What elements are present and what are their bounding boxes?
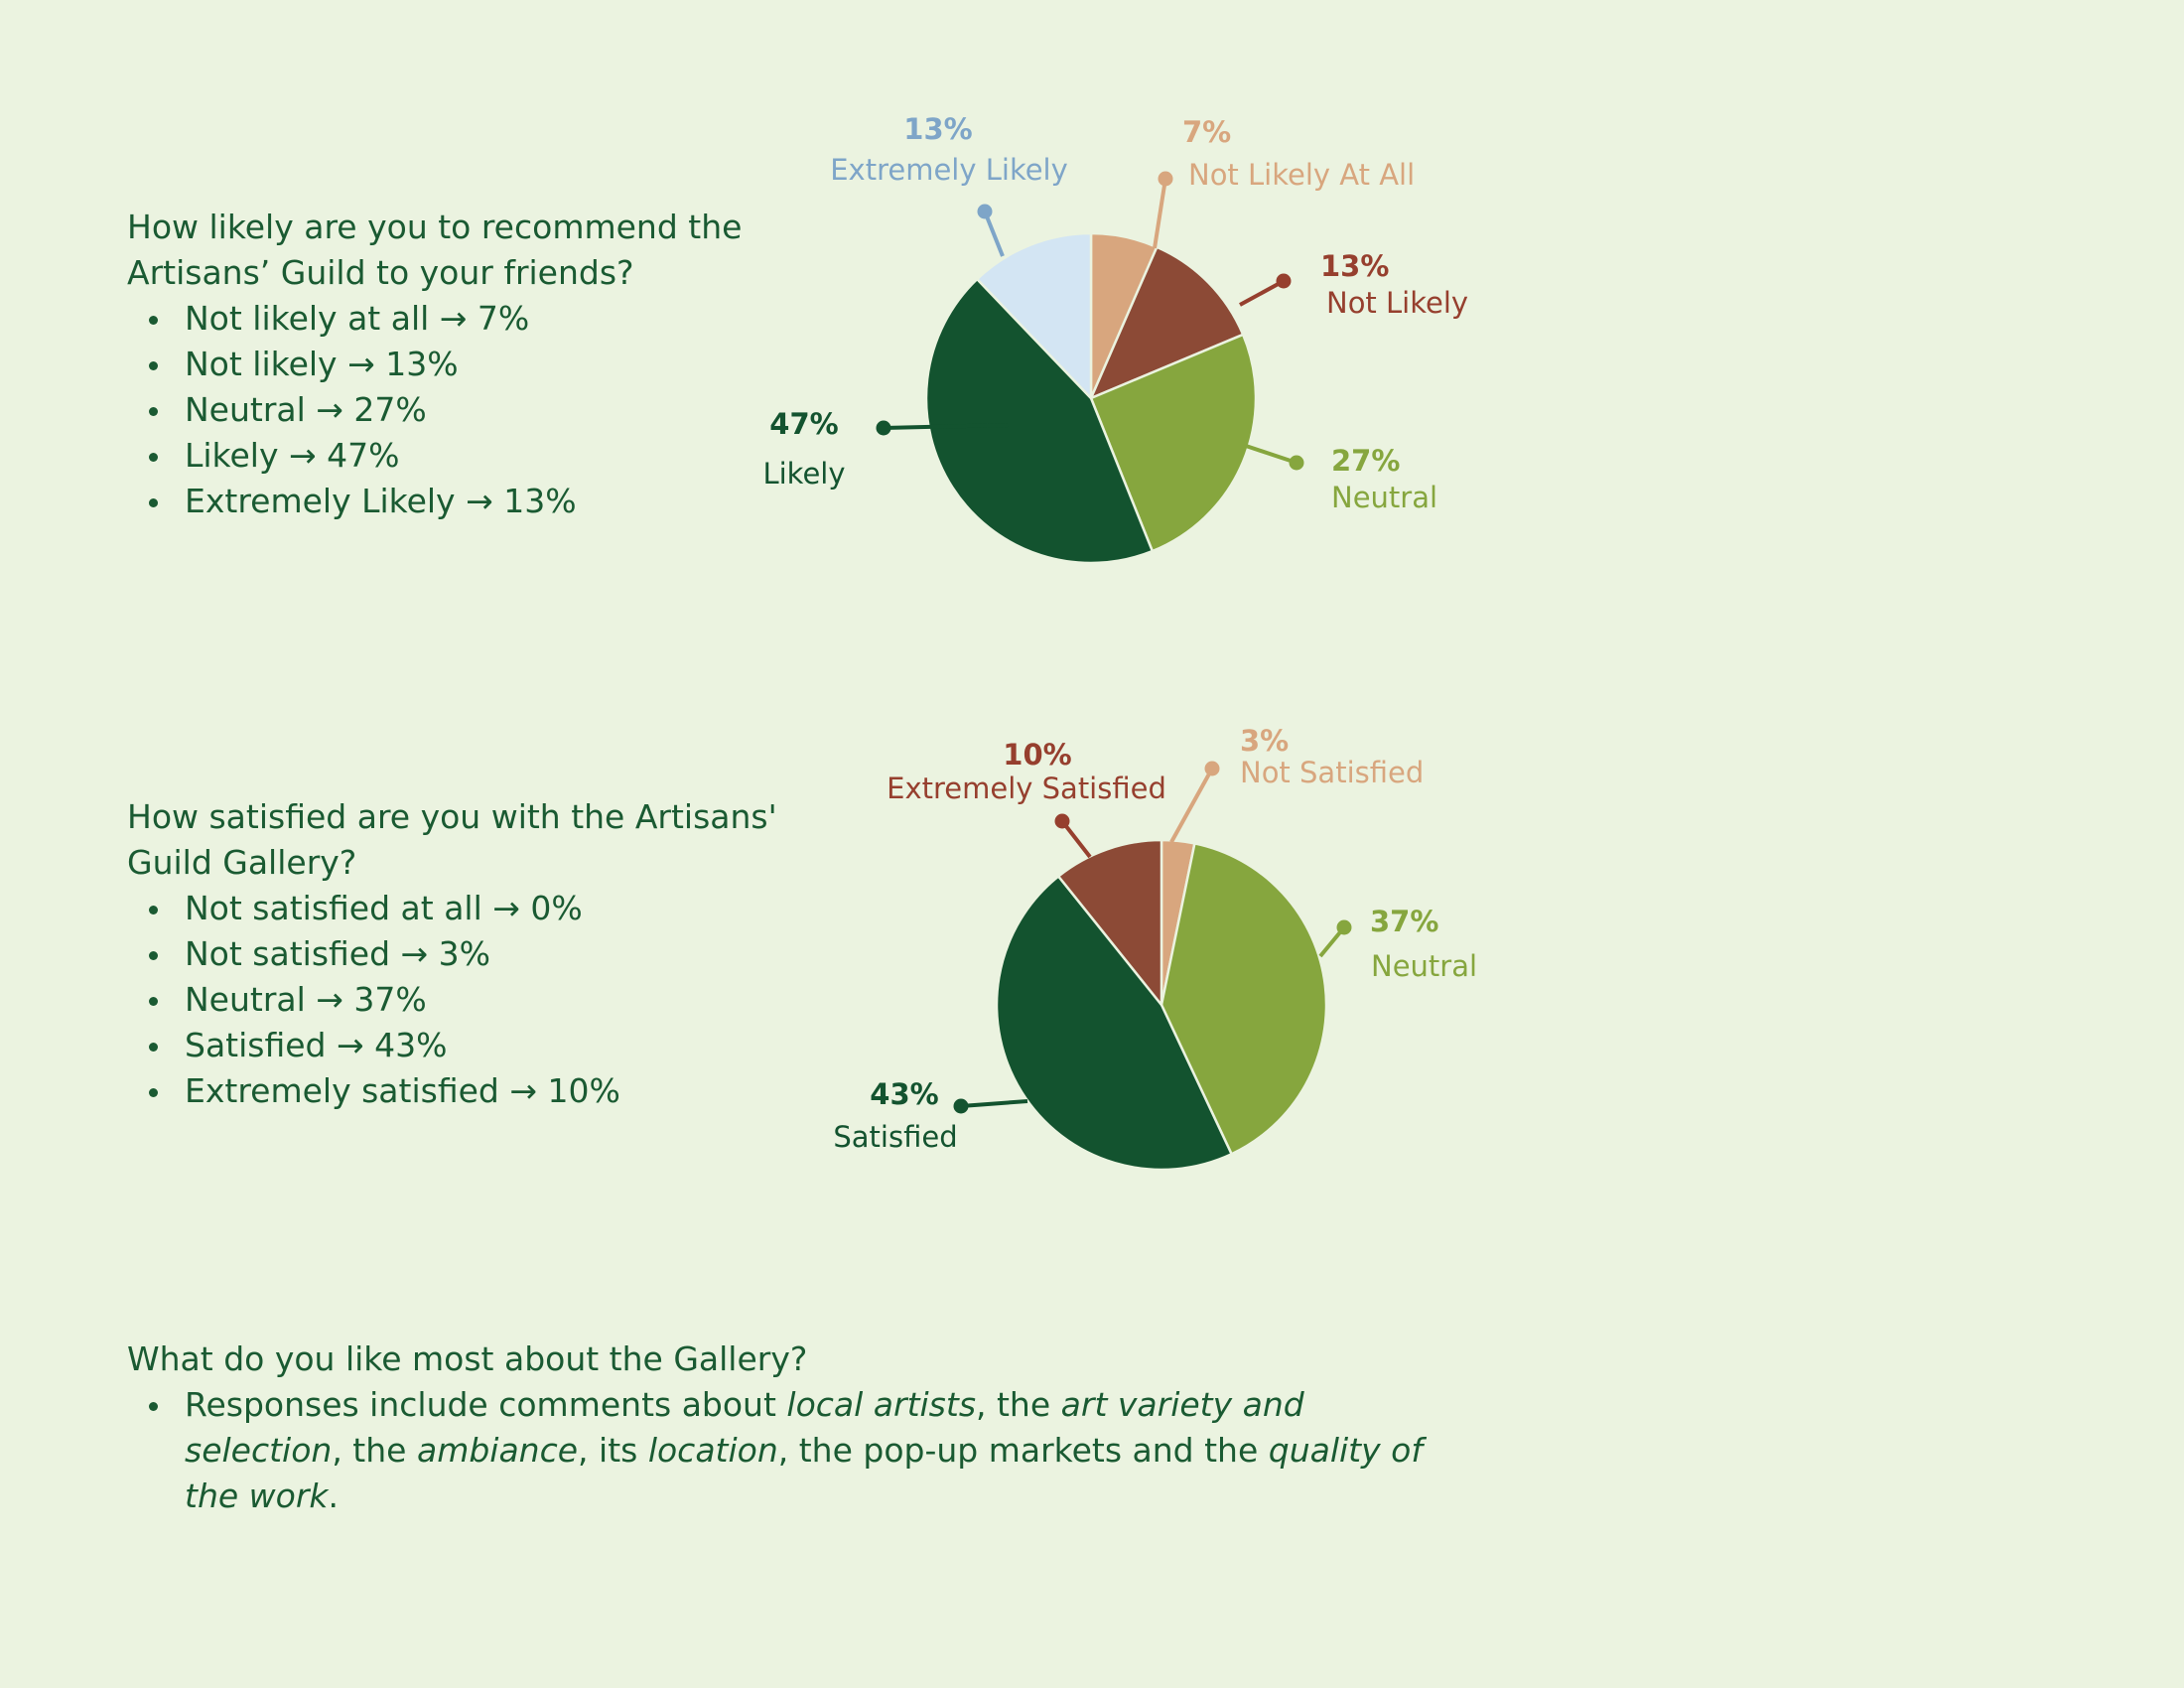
list-item: Satisfied → 43% — [127, 1023, 822, 1068]
pie-slice — [1160, 841, 1328, 1156]
satisfaction-pie: 3%Not Satisfied 37% Neutral 43% Satisfied 10%… — [833, 724, 1477, 1172]
response-part: , the — [976, 1385, 1061, 1424]
response-part: . — [328, 1477, 340, 1515]
callout-line — [1169, 768, 1214, 843]
callout-line — [1060, 819, 1092, 859]
callout-dot — [1054, 813, 1070, 829]
response-part: , its — [578, 1431, 648, 1470]
likes-question: What do you like most about the Gallery? — [127, 1339, 808, 1378]
callout-line — [1239, 279, 1285, 307]
slice-percent-label: 13% — [903, 112, 972, 146]
slice-name-label: Neutral — [1371, 949, 1477, 983]
callout-dot — [876, 420, 891, 436]
slice-name-label: Not Likely At All — [1188, 158, 1415, 192]
list-item: Likely → 47% — [127, 433, 802, 479]
callout-line — [1153, 178, 1167, 249]
response-part: , the — [332, 1431, 417, 1470]
callout-dot — [1276, 273, 1292, 289]
slice-name-label: Neutral — [1331, 481, 1437, 514]
recommend-list: Not likely at all → 7% Not likely → 13% … — [127, 296, 802, 524]
response-part: location — [647, 1431, 778, 1470]
satisfaction-section: How satisfied are you with the Artisans'… — [127, 794, 822, 1114]
pie-slice — [1089, 231, 1159, 399]
response-part: Responses include comments about — [185, 1385, 787, 1424]
callout-dot — [1158, 171, 1173, 187]
slice-percent-label: 13% — [1320, 249, 1389, 283]
likes-section: What do you like most about the Gallery?… — [127, 1336, 1437, 1519]
list-item: Not satisfied → 3% — [127, 931, 822, 977]
response-part: ambiance — [416, 1431, 579, 1470]
slice-percent-label: 7% — [1182, 115, 1231, 149]
list-item: Not likely → 13% — [127, 342, 802, 387]
response-part: quality of the work — [185, 1431, 1423, 1515]
list-item: Extremely satisfied → 10% — [127, 1068, 822, 1114]
pie-slice — [1160, 838, 1196, 1006]
callout-line — [883, 423, 1009, 430]
slice-name-label: Extremely Satisfied — [887, 772, 1166, 805]
callout-line — [960, 1099, 1028, 1108]
response-part: art variety and selection — [185, 1385, 1304, 1470]
slice-name-label: Satisfied — [833, 1120, 957, 1154]
callout-line — [1245, 444, 1297, 465]
slice-percent-label: 27% — [1331, 444, 1400, 478]
slice-name-label: Extremely Likely — [830, 153, 1068, 187]
response-part: , the pop-up markets and the — [777, 1431, 1269, 1470]
callout-line — [983, 211, 1005, 257]
slice-percent-label: 37% — [1370, 905, 1438, 938]
slice-name-label: Not Likely — [1326, 286, 1468, 320]
list-item: Neutral → 27% — [127, 387, 802, 433]
slice-percent-label: 43% — [870, 1077, 938, 1111]
callout-dot — [953, 1098, 969, 1114]
list-item: Extremely Likely → 13% — [127, 479, 802, 524]
list-item: Not likely at all → 7% — [127, 296, 802, 342]
pie-slice — [1089, 333, 1258, 553]
slice-percent-label: 10% — [1003, 738, 1071, 772]
list-item: Not satisfied at all → 0% — [127, 886, 822, 931]
pie-slice — [1088, 245, 1245, 401]
response-part: local artists — [786, 1385, 977, 1424]
satisfaction-question: How satisfied are you with the Artisans'… — [127, 797, 777, 882]
satisfaction-list: Not satisfied at all → 0% Not satisfied … — [127, 886, 822, 1114]
likes-response: Responses include comments about local a… — [127, 1382, 1437, 1519]
callout-dot — [977, 204, 993, 219]
slice-percent-label: 3% — [1240, 724, 1289, 758]
pie-slice — [995, 874, 1234, 1172]
slice-name-label: Not Satisfied — [1240, 756, 1424, 789]
pie-slice — [924, 277, 1155, 565]
likes-list: Responses include comments about local a… — [127, 1382, 1437, 1519]
callout-line — [1318, 925, 1346, 958]
pie-slice — [975, 231, 1093, 402]
pie-slice — [1056, 838, 1163, 1009]
list-item: Neutral → 37% — [127, 977, 822, 1023]
callout-dot — [1336, 919, 1352, 935]
callout-dot — [1289, 455, 1304, 471]
recommend-question: How likely are you to recommend the Arti… — [127, 208, 743, 292]
recommend-section: How likely are you to recommend the Arti… — [127, 205, 802, 524]
callout-dot — [1204, 761, 1220, 776]
